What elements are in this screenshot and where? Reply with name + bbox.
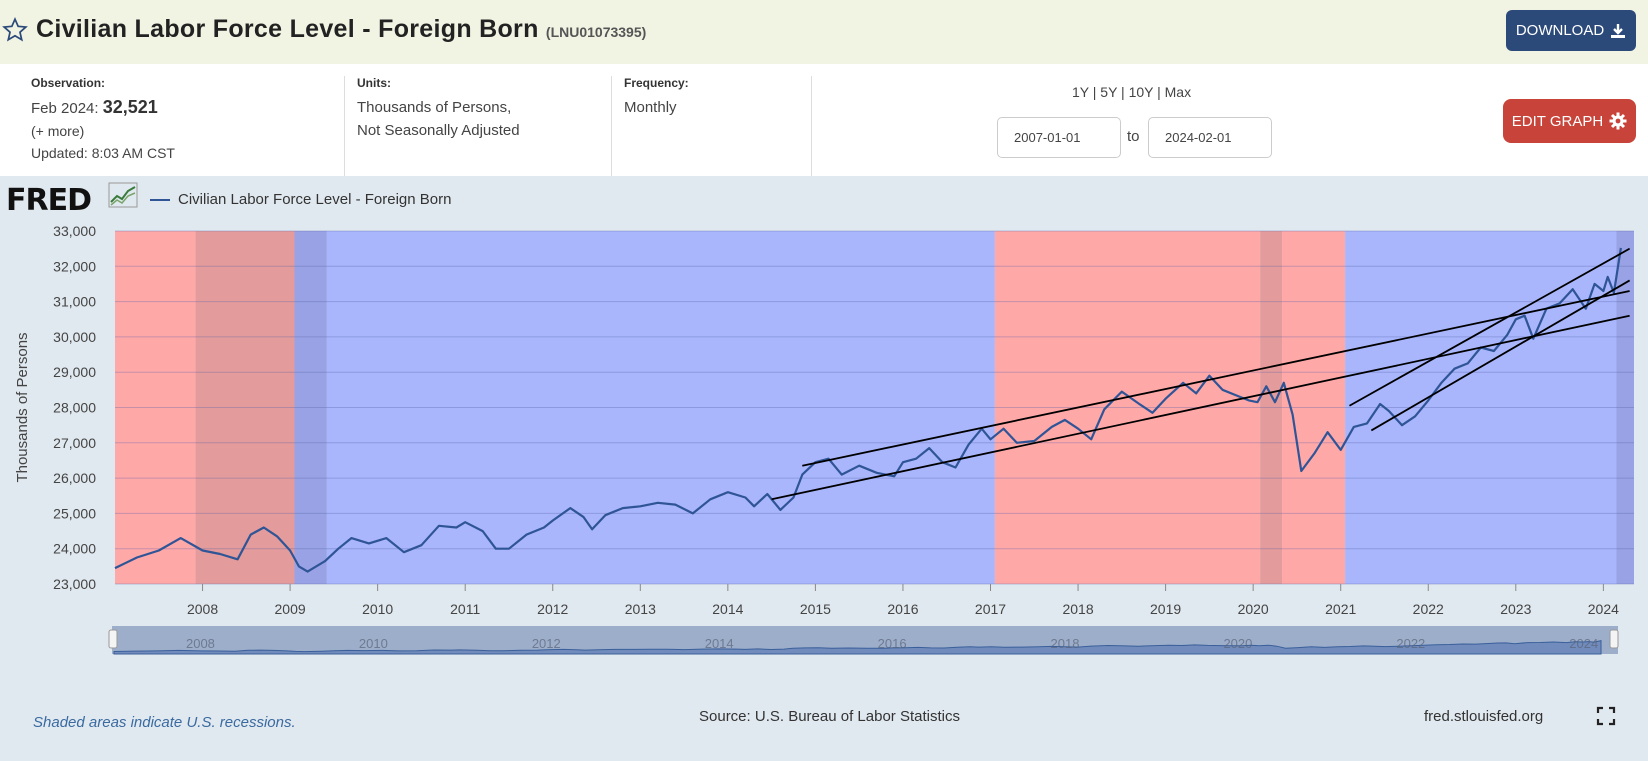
x-tick-label: 2024 [1588,601,1619,617]
trend-line [1349,247,1631,407]
trend-line [771,314,1630,501]
x-tick-label: 2016 [887,601,918,617]
x-tick-label: 2013 [625,601,656,617]
series-id: (LNU01073395) [545,24,647,40]
navigator-label: 2018 [1051,636,1080,651]
navigator-label: 2014 [705,636,734,651]
more-link[interactable]: (+ more) [31,123,85,139]
shaded-band [115,231,196,584]
x-tick-label: 2014 [712,601,743,617]
x-tick-label: 2020 [1238,601,1269,617]
y-tick-label: 24,000 [53,541,96,557]
range-links[interactable]: 1Y | 5Y | 10Y | Max [1072,84,1192,100]
navigator-label: 2024 [1569,636,1598,651]
y-tick-label: 23,000 [53,576,96,592]
divider [611,76,612,176]
shaded-band [994,231,1261,584]
chart-svg: 23,000 24,000 25,000 26,000 27,000 28,000 29,0… [14,223,1634,655]
x-tick-label: 2019 [1150,601,1181,617]
navigator-label: 2012 [532,636,561,651]
page-title: Civilian Labor Force Level - Foreign Bor… [36,15,646,44]
updated-text: Updated: 8:03 AM CST [31,145,175,161]
x-tick-label: 2023 [1500,601,1531,617]
y-tick-label: 27,000 [53,435,96,451]
observation-value-row: Feb 2024: 32,521 [31,96,175,120]
download-button[interactable]: DOWNLOAD [1506,10,1636,51]
navigator-track [112,626,1618,654]
trend-line [802,290,1630,467]
y-tick-label: 29,000 [53,364,96,380]
trend-line [1370,279,1631,432]
shaded-band [1260,231,1283,584]
navigator-label: 2022 [1396,636,1425,651]
navigator-label: 2008 [186,636,215,651]
legend-swatch [150,198,170,201]
x-tick-label: 2018 [1062,601,1093,617]
navigator-handle[interactable] [108,629,118,649]
frequency-value: Monthly [624,99,677,116]
frequency-block: Frequency: Monthly [624,76,689,119]
units-block: Units: Thousands of Persons, Not Seasona… [357,76,520,142]
shaded-band [294,231,327,584]
observation-date: Feb 2024: [31,100,99,117]
start-date-input[interactable]: 2007-01-01 [997,117,1121,158]
x-tick-label: 2011 [450,601,480,617]
x-tick-label: 2012 [537,601,568,617]
units-line1: Thousands of Persons, [357,99,512,116]
site-link[interactable]: fred.stlouisfed.org [1424,708,1544,725]
fred-logo[interactable]: FRED [6,183,92,218]
y-tick-label: 25,000 [53,505,96,521]
y-tick-label: 28,000 [53,400,96,416]
navigator-label: 2010 [359,636,388,651]
divider [344,76,345,176]
divider [811,76,812,176]
frequency-label: Frequency: [624,76,689,90]
x-tick-label: 2021 [1325,601,1356,617]
navigator-label: 2016 [878,636,907,651]
x-tick-label: 2009 [275,601,306,617]
units-line2: Not Seasonally Adjusted [357,122,520,139]
x-tick-label: 2022 [1413,601,1444,617]
star-icon[interactable] [2,17,28,43]
source-text: Source: U.S. Bureau of Labor Statistics [699,708,960,725]
x-tick-label: 2008 [187,601,218,617]
observation-value: 32,521 [102,97,158,117]
navigator-window [112,626,1618,654]
observation-label: Observation: [31,76,106,90]
shaded-band [1616,231,1634,584]
y-tick-label: 26,000 [53,470,96,486]
shaded-band [1282,231,1346,584]
navigator-series [113,639,1602,655]
y-tick-label: 33,000 [53,223,96,239]
x-tick-label: 2015 [800,601,831,617]
units-label: Units: [357,76,391,90]
end-date-input[interactable]: 2024-02-01 [1148,117,1272,158]
download-label: DOWNLOAD [1515,22,1605,39]
series-meta: Observation: Feb 2024: 32,521 (+ more) U… [0,64,1648,176]
chart-logo-icon [108,182,138,208]
navigator-label: 2020 [1223,636,1252,651]
header-bar: Civilian Labor Force Level - Foreign Bor… [0,0,1648,64]
edit-graph-label: EDIT GRAPH [1511,112,1604,130]
chart-panel: 23,000 24,000 25,000 26,000 27,000 28,000 29,0… [0,176,1648,761]
y-tick-label: 30,000 [53,329,96,345]
chart-legend[interactable]: Civilian Labor Force Level - Foreign Bor… [150,191,451,208]
series-line [114,247,1622,573]
gear-icon [1609,112,1627,130]
title-text: Civilian Labor Force Level - Foreign Bor… [36,15,539,43]
x-tick-label: 2010 [362,601,393,617]
recession-note: Shaded areas indicate U.S. recessions. [33,714,296,731]
expand-icon[interactable] [1596,706,1616,726]
y-tick-label: 31,000 [53,294,96,310]
shaded-band [195,231,295,584]
navigator-handle[interactable] [1609,629,1619,649]
download-icon [1611,23,1626,38]
edit-graph-button[interactable]: EDIT GRAPH [1503,99,1636,143]
y-axis-title: Thousands of Persons [14,332,31,482]
y-tick-label: 32,000 [53,258,96,274]
to-label: to [1127,128,1140,145]
legend-label: Civilian Labor Force Level - Foreign Bor… [178,191,452,208]
observation-block: Observation: Feb 2024: 32,521 (+ more) U… [31,76,175,164]
x-tick-label: 2017 [975,601,1006,617]
